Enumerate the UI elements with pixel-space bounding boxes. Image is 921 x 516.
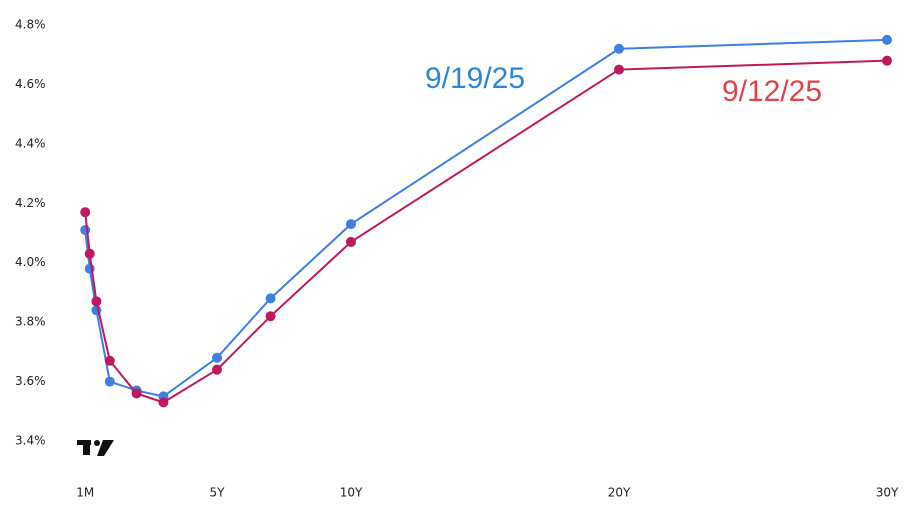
- y-tick-label: 3.8%: [15, 315, 46, 329]
- x-tick-label: 30Y: [876, 486, 899, 500]
- data-point: [131, 388, 142, 399]
- x-tick-label: 10Y: [340, 486, 363, 500]
- y-tick-label: 4.4%: [15, 136, 46, 150]
- data-point: [91, 296, 102, 307]
- series-label: 9/19/25: [425, 62, 525, 95]
- tradingview-logo: [77, 440, 114, 456]
- data-point: [80, 225, 91, 236]
- y-tick-label: 4.0%: [15, 255, 46, 269]
- data-point: [158, 397, 169, 408]
- x-tick-label: 1M: [76, 486, 94, 500]
- data-point: [346, 236, 356, 247]
- series-label: 9/12/25: [722, 75, 822, 108]
- y-tick-label: 4.6%: [15, 77, 46, 91]
- series-line: [84, 59, 888, 404]
- data-point: [882, 55, 892, 66]
- data-point: [614, 64, 624, 75]
- x-tick-label: 5Y: [210, 486, 226, 500]
- y-tick-label: 3.4%: [15, 434, 46, 448]
- data-point: [614, 43, 624, 54]
- data-point: [212, 352, 222, 363]
- data-point: [80, 207, 91, 218]
- data-point: [882, 34, 892, 45]
- y-tick-label: 3.6%: [15, 374, 46, 388]
- data-point: [346, 219, 356, 230]
- data-point: [212, 364, 222, 375]
- data-point: [84, 248, 95, 259]
- y-tick-label: 4.2%: [15, 196, 46, 210]
- y-tick-label: 4.8%: [15, 18, 46, 32]
- data-point: [265, 293, 276, 304]
- data-point: [104, 355, 115, 366]
- data-point: [265, 311, 276, 322]
- x-tick-label: 20Y: [608, 486, 631, 500]
- data-point: [104, 376, 115, 387]
